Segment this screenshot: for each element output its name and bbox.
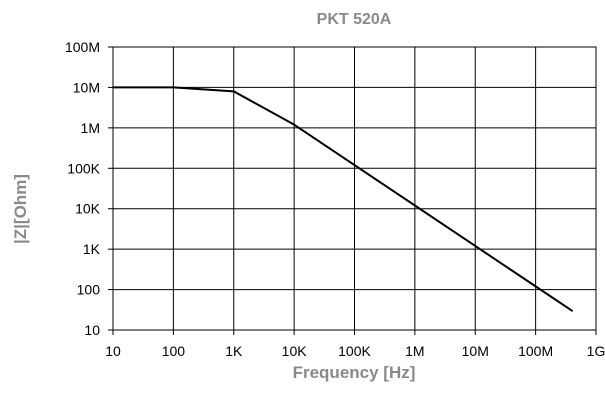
- y-tick-label: 1K: [83, 241, 101, 257]
- x-tick-label: 1K: [225, 343, 243, 359]
- grid-lines: [112, 46, 597, 331]
- y-axis-ticks: 10 100 1K 10K 100K 1M 10M 100M: [65, 39, 113, 338]
- x-tick-label: 100K: [338, 343, 371, 359]
- y-tick-label: 100K: [67, 160, 100, 176]
- x-tick-label: 1G: [587, 343, 605, 359]
- chart-title: PKT 520A: [317, 11, 392, 28]
- x-axis-ticks: 10 100 1K 10K 100K 1M 10M 100M 1G: [105, 330, 605, 359]
- x-axis-label: Frequency [Hz]: [293, 363, 416, 382]
- y-tick-label: 100M: [65, 39, 100, 55]
- y-axis-label: |Z|[Ohm]: [11, 174, 30, 244]
- x-tick-label: 1M: [405, 343, 424, 359]
- y-tick-label: 10: [84, 322, 100, 338]
- x-tick-label: 100: [162, 343, 186, 359]
- y-tick-label: 10K: [75, 201, 101, 217]
- x-tick-label: 10M: [462, 343, 489, 359]
- x-tick-label: 10: [105, 343, 121, 359]
- y-tick-label: 10M: [73, 79, 100, 95]
- y-tick-label: 1M: [81, 120, 100, 136]
- x-tick-label: 10K: [282, 343, 308, 359]
- impedance-curve: [112, 86, 573, 312]
- y-tick-label: 100: [77, 282, 101, 298]
- x-tick-label: 100M: [518, 343, 553, 359]
